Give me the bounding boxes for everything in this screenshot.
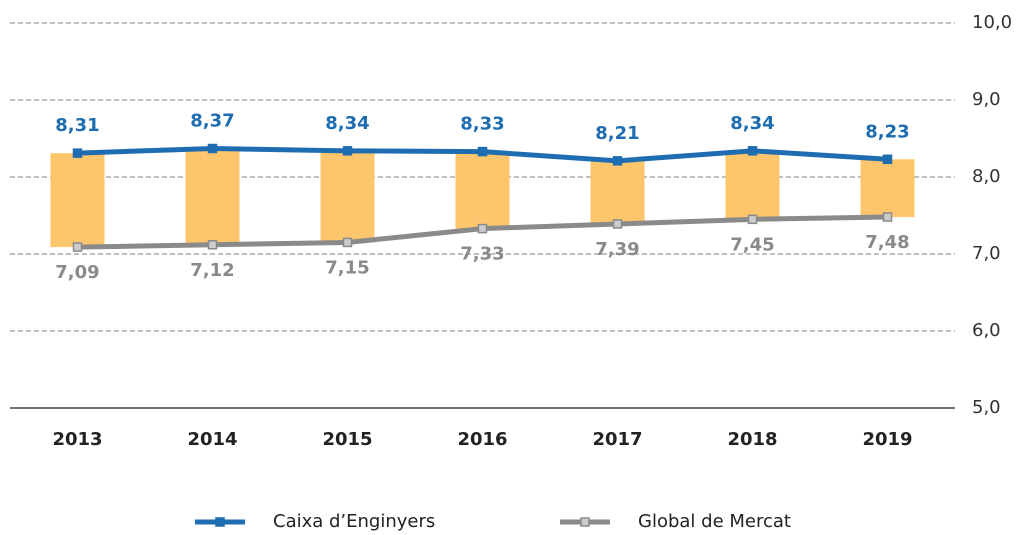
point (882, 212, 893, 222)
x-tick-label: 2019 (862, 429, 912, 450)
x-tick-label: 2015 (322, 429, 372, 450)
point (747, 214, 758, 225)
point (882, 154, 893, 165)
y-tick-label: 9,0 (972, 89, 1001, 110)
data-label: 8,23 (865, 121, 909, 142)
up-down-bar (320, 150, 375, 243)
y-tick-label: 6,0 (972, 320, 1001, 341)
up-down-bar (50, 153, 105, 248)
point (342, 237, 353, 248)
point (612, 219, 623, 229)
data-label: 7,45 (730, 234, 774, 255)
legend-label: Caixa d’Enginyers (273, 511, 435, 532)
up-down-bar (725, 150, 780, 220)
data-label: 7,15 (325, 257, 369, 278)
point (207, 240, 218, 250)
y-tick-label: 7,0 (972, 243, 1001, 264)
data-label: 7,33 (460, 244, 504, 265)
x-tick-label: 2013 (52, 429, 102, 450)
data-label: 8,21 (595, 123, 639, 144)
point (207, 143, 218, 154)
y-tick-label: 10,0 (972, 12, 1012, 33)
point (747, 146, 758, 156)
legend-marker (580, 517, 590, 527)
up-down-bar (455, 151, 510, 229)
point (477, 146, 488, 157)
up-down-bar (590, 160, 645, 224)
y-tick-label: 8,0 (972, 166, 1001, 187)
point (477, 223, 488, 234)
point (342, 146, 353, 156)
legend-item: Caixa d’Enginyers (195, 511, 435, 532)
point (612, 156, 623, 166)
up-down-bar (185, 148, 240, 245)
data-label: 8,34 (325, 113, 369, 134)
legend-label: Global de Mercat (638, 511, 791, 532)
up-down-bar (860, 159, 915, 218)
data-label: 8,34 (730, 113, 774, 134)
legend-marker (215, 517, 225, 527)
data-label: 7,39 (595, 239, 639, 260)
data-label: 7,09 (55, 262, 99, 283)
y-tick-label: 5,0 (972, 397, 1001, 418)
data-label: 8,37 (190, 111, 234, 132)
data-label: 7,48 (865, 232, 909, 253)
point (72, 148, 83, 158)
x-tick-label: 2014 (187, 429, 237, 450)
legend-item: Global de Mercat (560, 511, 791, 532)
x-tick-label: 2018 (727, 429, 777, 450)
x-tick-label: 2017 (592, 429, 642, 450)
data-label: 7,12 (190, 260, 234, 281)
data-label: 8,33 (460, 114, 504, 135)
data-label: 8,31 (55, 115, 99, 136)
point (72, 242, 83, 252)
x-tick-label: 2016 (457, 429, 507, 450)
